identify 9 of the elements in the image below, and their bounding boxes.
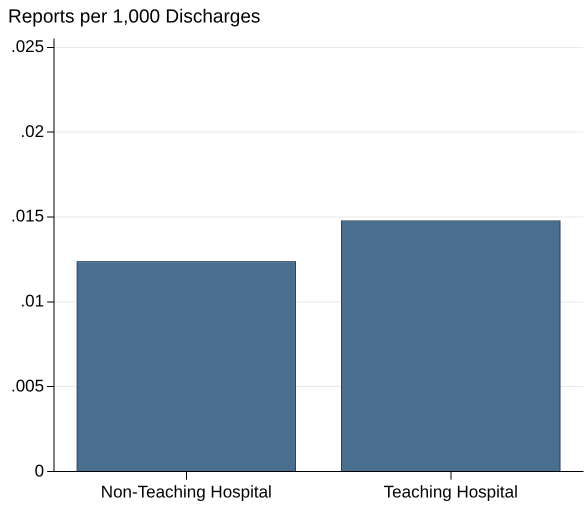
y-tick-label: .02 [20, 122, 44, 141]
x-tick-label: Teaching Hospital [384, 482, 518, 502]
y-tick-label: 0 [34, 461, 44, 480]
y-tick-label: .025 [10, 36, 44, 56]
y-tick-label: .015 [10, 206, 44, 226]
y-tick-label: .01 [20, 292, 44, 311]
y-tick-label: .005 [10, 376, 44, 396]
x-tick-label: Non-Teaching Hospital [100, 482, 272, 502]
y-axis-title: Reports per 1,000 Discharges [8, 6, 260, 28]
